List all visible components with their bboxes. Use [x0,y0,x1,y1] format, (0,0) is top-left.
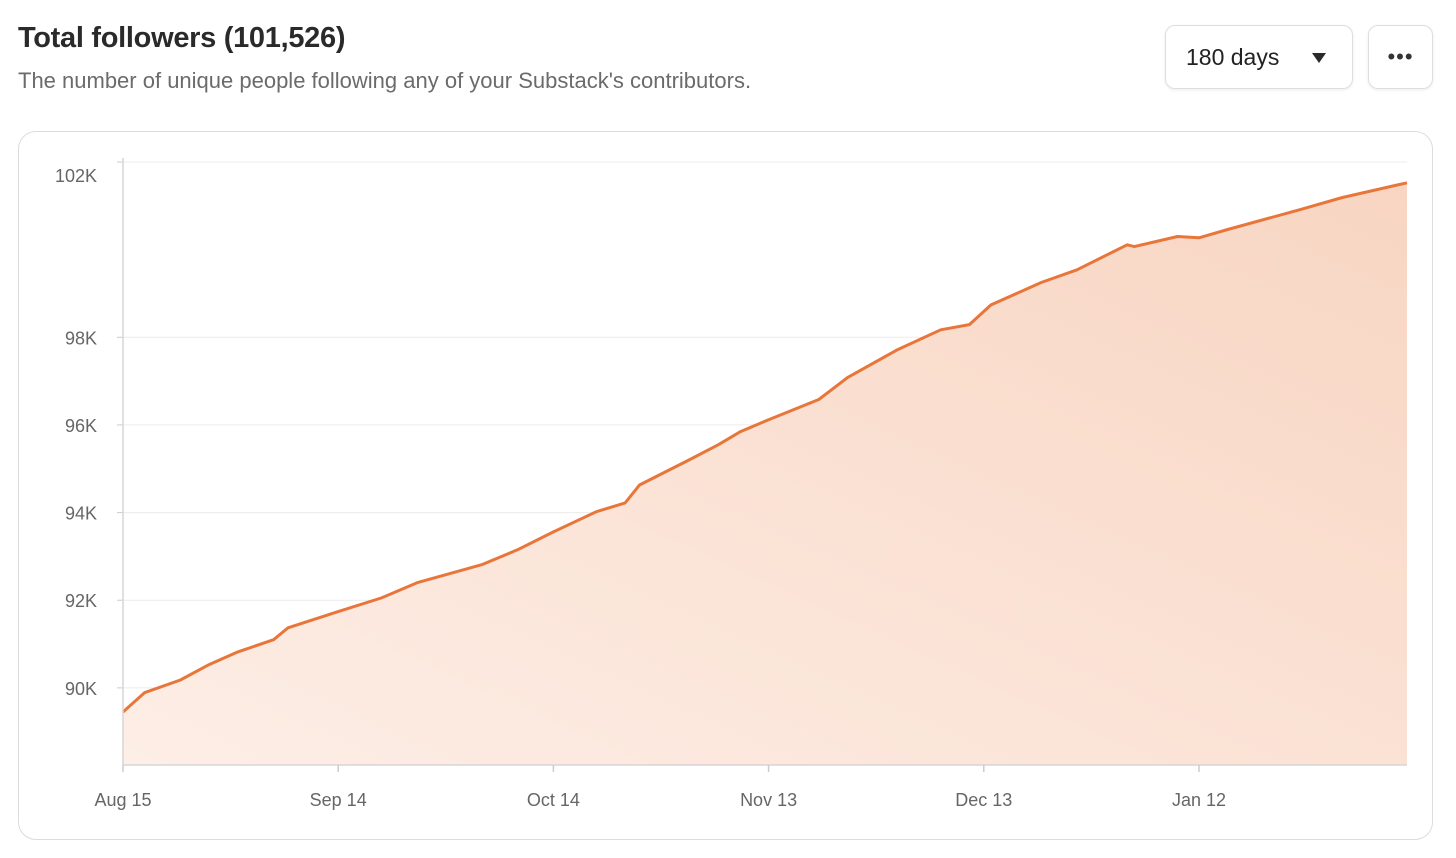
x-tick-label: Sep 14 [310,790,367,810]
more-horizontal-icon: ••• [1387,44,1414,69]
page-title: Total followers (101,526) [18,22,346,54]
caret-down-icon [1312,53,1326,63]
y-tick-label: 102K [55,166,97,186]
more-options-button[interactable]: ••• [1368,25,1433,89]
y-tick-label: 94K [65,504,97,524]
date-range-dropdown[interactable]: 180 days [1165,25,1353,89]
x-tick-label: Jan 12 [1172,790,1226,810]
y-tick-label: 90K [65,679,97,699]
y-tick-label: 96K [65,416,97,436]
x-tick-label: Dec 13 [955,790,1012,810]
x-tick-label: Oct 14 [527,790,580,810]
y-tick-label: 98K [65,328,97,348]
x-tick-label: Nov 13 [740,790,797,810]
series-line [121,181,1408,714]
date-range-label: 180 days [1186,43,1280,70]
page-subtitle: The number of unique people following an… [18,68,752,93]
series-area [123,182,1407,766]
chart-card [18,131,1433,840]
x-tick-label: Aug 15 [94,790,151,810]
y-tick-label: 92K [65,591,97,611]
